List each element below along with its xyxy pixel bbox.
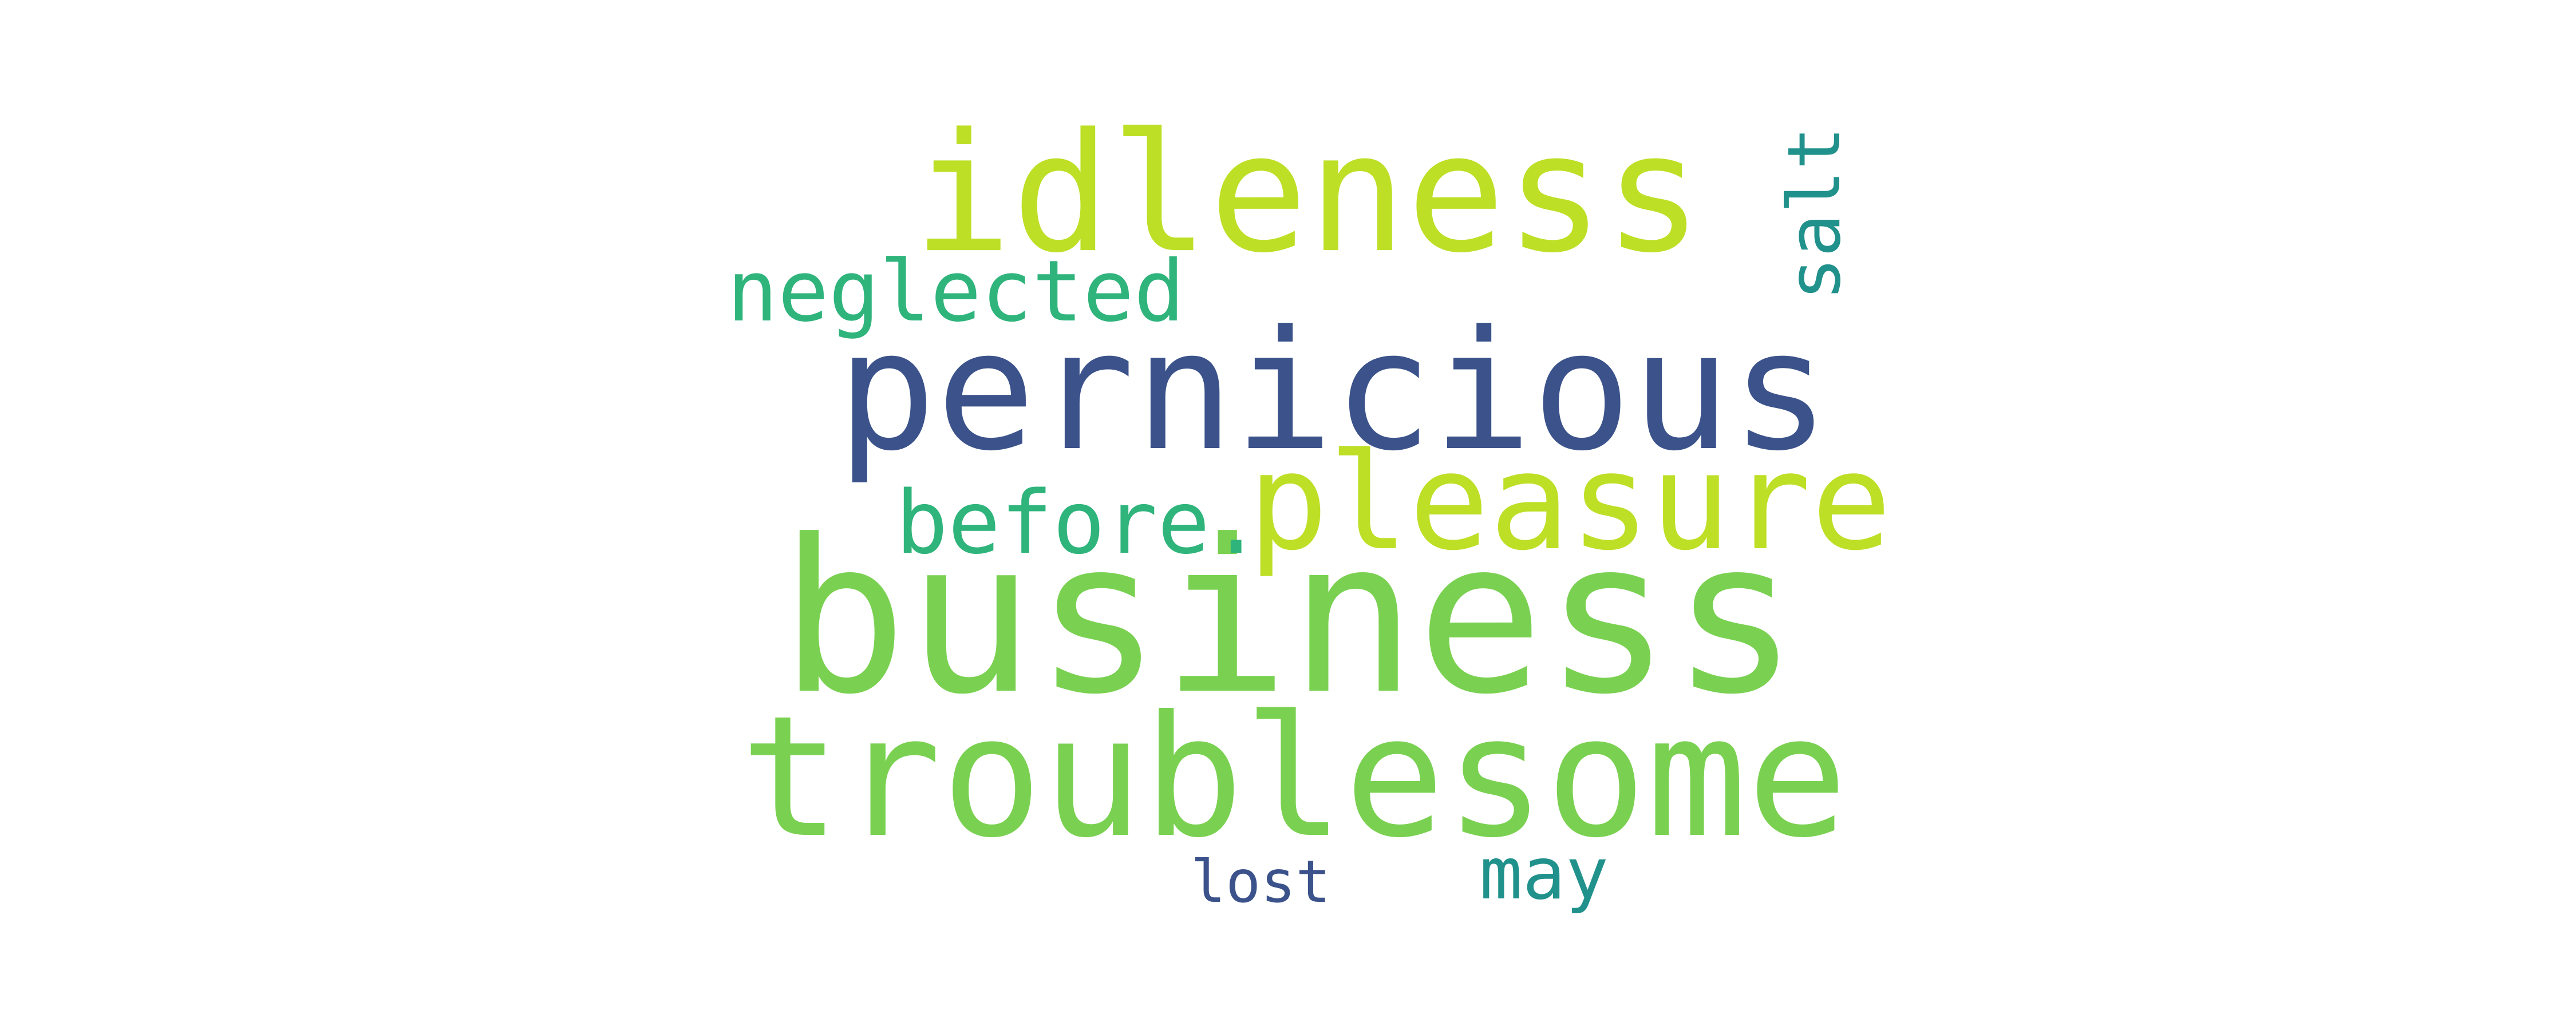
word-pernicious: pernicious	[837, 295, 1830, 487]
word-before: before.	[895, 472, 1263, 573]
word-neglected: neglected	[727, 241, 1185, 340]
word-salt: salt	[1772, 126, 1856, 301]
word-troublesome: troublesome	[740, 680, 1848, 874]
word-business: business	[780, 494, 1799, 741]
word-lost: lost	[1191, 847, 1331, 916]
word-pleasure: pleasure	[1248, 424, 1892, 580]
word-may: may	[1479, 832, 1609, 916]
word-idleness: idleness	[913, 98, 1703, 289]
